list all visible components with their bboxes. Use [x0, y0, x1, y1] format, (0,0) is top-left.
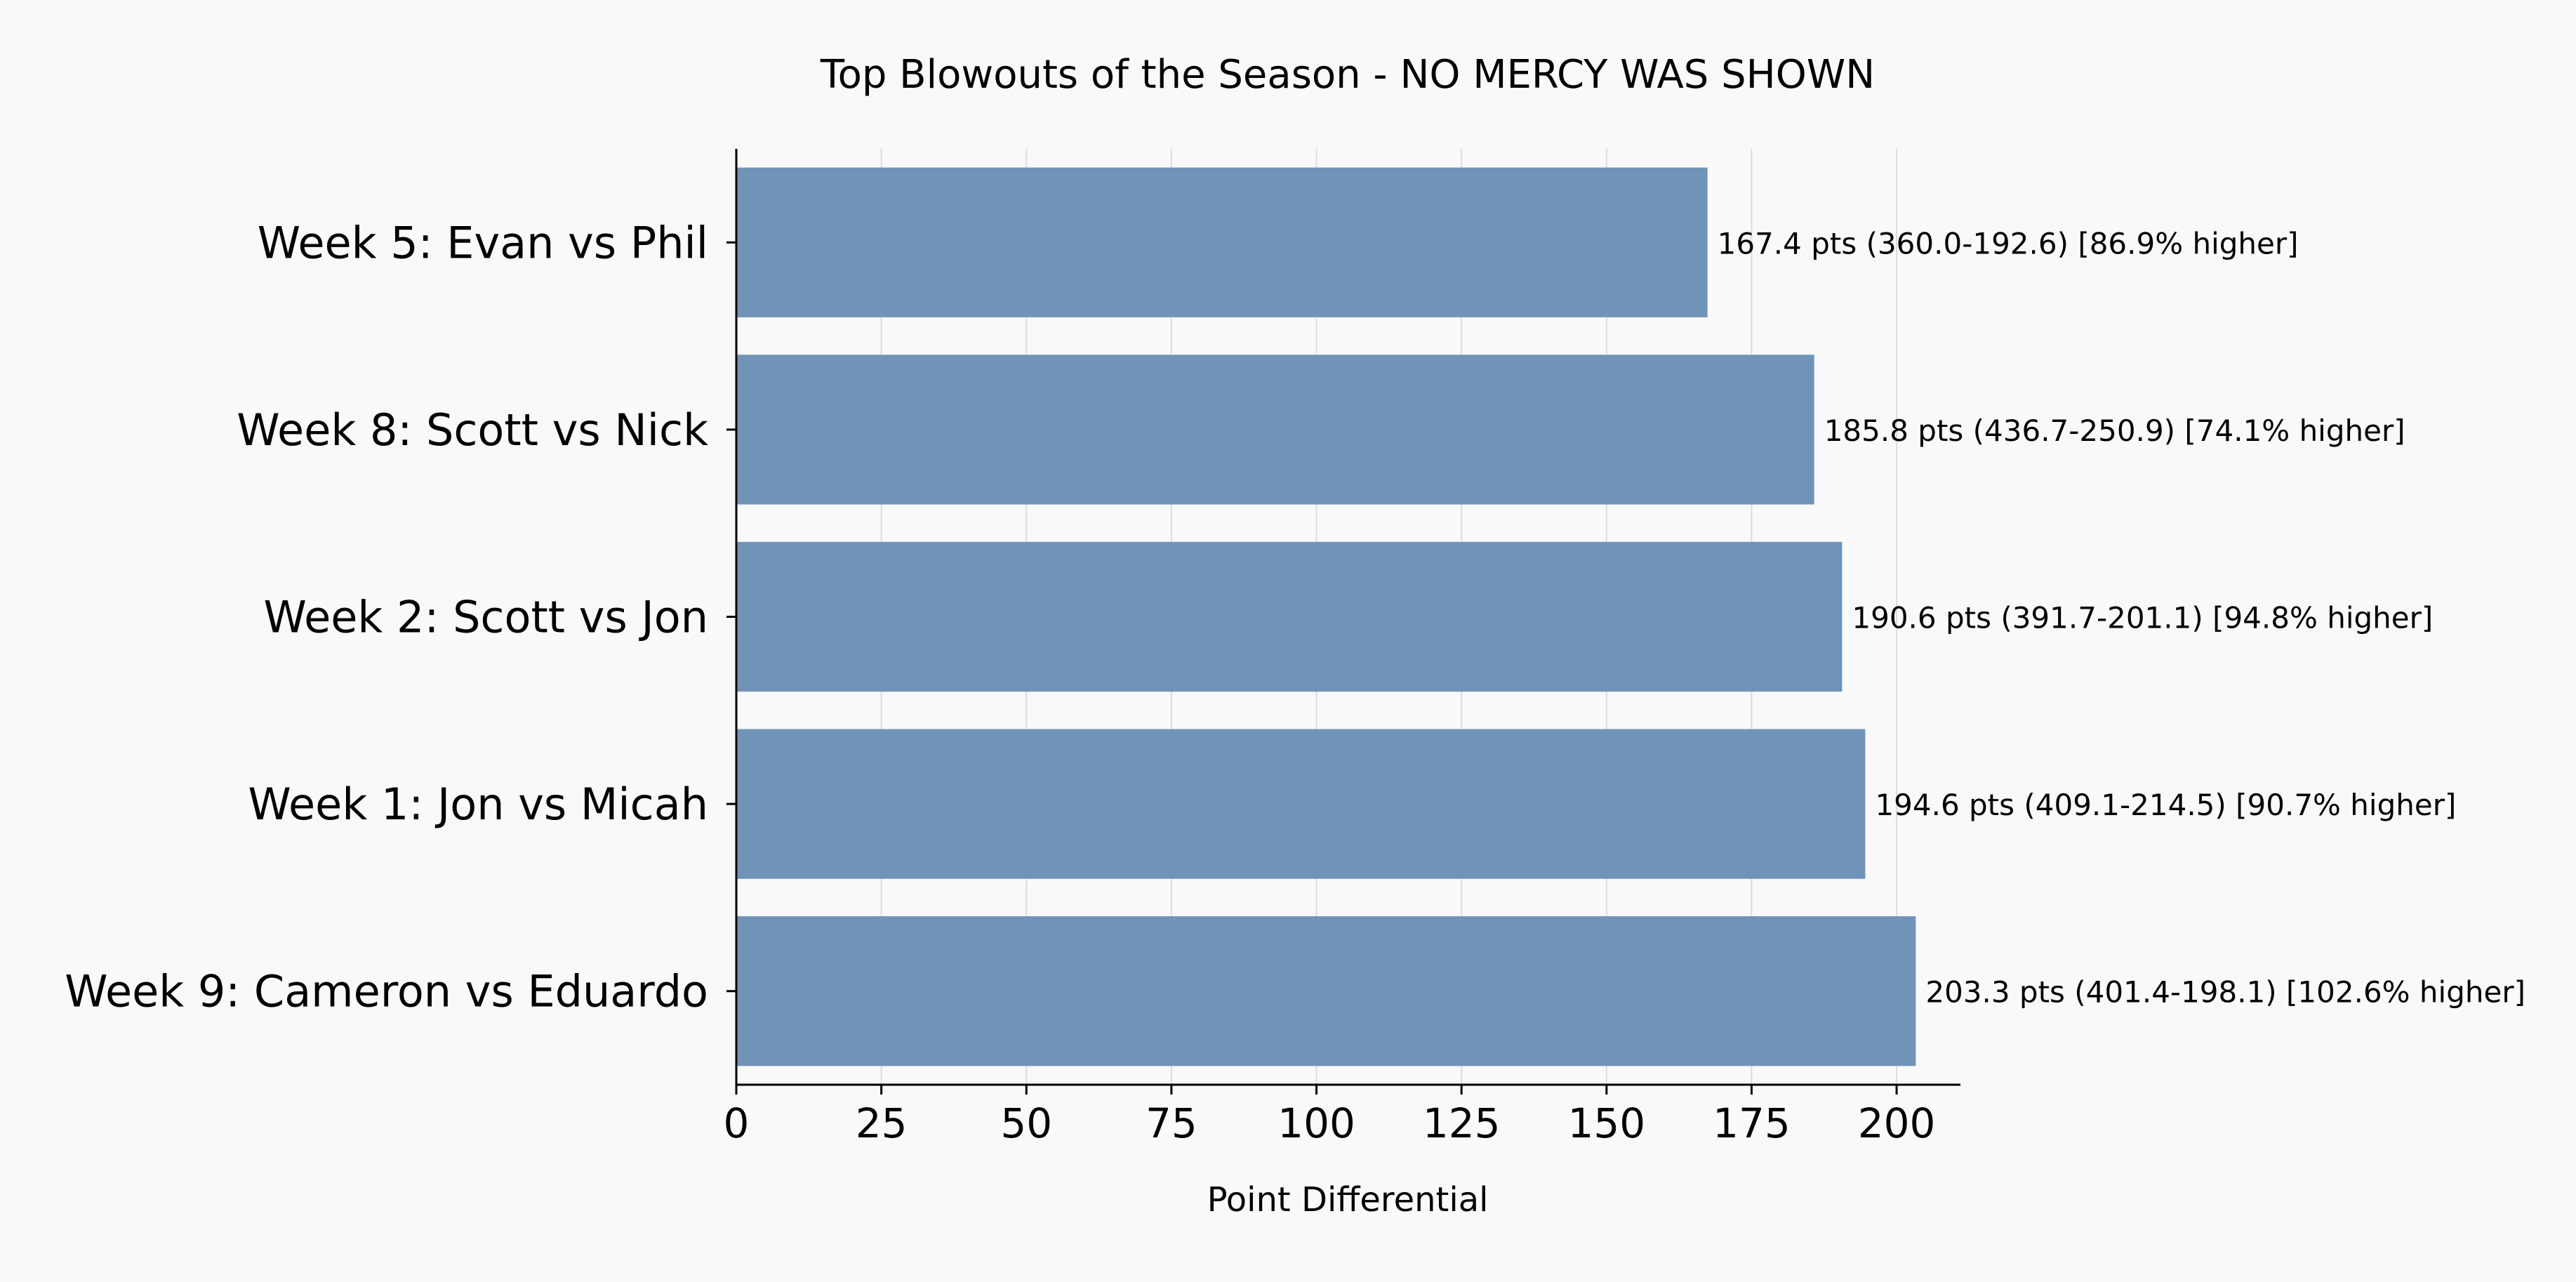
y-tick-label: Week 5: Evan vs Phil	[258, 217, 708, 268]
x-tick-label: 100	[1277, 1099, 1355, 1147]
x-tick-label: 50	[1000, 1099, 1052, 1147]
x-tick-label: 175	[1713, 1099, 1791, 1147]
data-label: 167.4 pts (360.0-192.6) [86.9% higher]	[1718, 226, 2299, 260]
data-label: 185.8 pts (436.7-250.9) [74.1% higher]	[1824, 414, 2405, 448]
chart-title: Top Blowouts of the Season - NO MERCY WA…	[820, 52, 1875, 98]
x-axis-label: Point Differential	[1207, 1180, 1489, 1220]
y-tick-label: Week 8: Scott vs Nick	[237, 404, 708, 456]
data-label: 203.3 pts (401.4-198.1) [102.6% higher]	[1925, 975, 2525, 1010]
x-ticks: 0 25 50 75 100 125 150 175 200	[724, 1085, 1936, 1147]
data-label: 190.6 pts (391.7-201.1) [94.8% higher]	[1852, 601, 2433, 635]
bar	[736, 916, 1916, 1066]
y-tick-label: Week 2: Scott vs Jon	[263, 592, 708, 643]
data-label: 194.6 pts (409.1-214.5) [90.7% higher]	[1875, 788, 2456, 822]
bar	[736, 729, 1866, 879]
bar	[736, 541, 1843, 692]
bar	[736, 167, 1708, 317]
x-tick-label: 0	[724, 1099, 750, 1147]
y-tick-label: Week 1: Jon vs Micah	[248, 779, 708, 830]
x-tick-label: 25	[856, 1099, 908, 1147]
bar	[736, 355, 1814, 505]
x-tick-label: 75	[1146, 1099, 1197, 1147]
x-tick-label: 125	[1423, 1099, 1501, 1147]
y-tick-label: Week 9: Cameron vs Eduardo	[65, 966, 708, 1017]
x-tick-label: 200	[1858, 1099, 1936, 1147]
x-tick-label: 150	[1567, 1099, 1645, 1147]
data-labels: 167.4 pts (360.0-192.6) [86.9% higher] 18…	[1718, 226, 2525, 1009]
bars	[736, 167, 1916, 1066]
y-ticks: Week 5: Evan vs Phil Week 8: Scott vs Nic…	[65, 217, 736, 1017]
